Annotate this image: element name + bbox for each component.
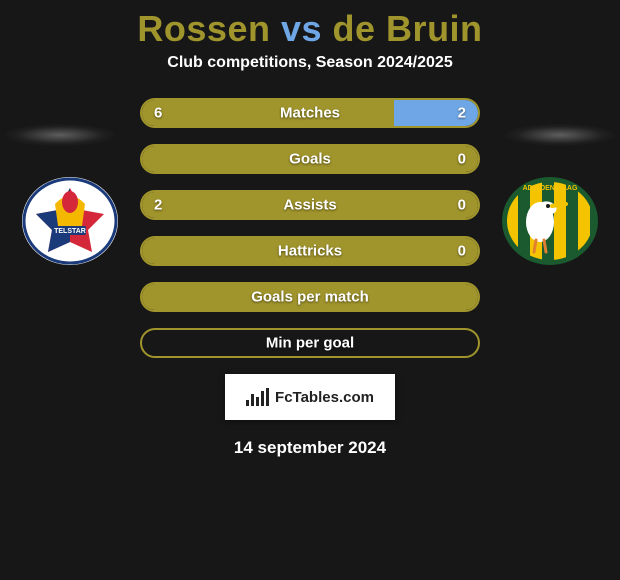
stat-bar-row: Hattricks 0 — [140, 236, 480, 266]
player1-shadow — [5, 124, 115, 146]
ado-den-haag-logo-icon: ADO DEN HAAG — [500, 176, 600, 266]
svg-text:ADO DEN HAAG: ADO DEN HAAG — [523, 185, 578, 192]
stat-bar-left-fill — [142, 100, 394, 126]
stat-bar-label: Matches — [280, 105, 340, 122]
stat-bar-left-value: 6 — [154, 105, 162, 122]
stat-bar-row: Min per goal — [140, 328, 480, 358]
stat-bar-label: Min per goal — [266, 335, 354, 352]
stat-bar-right-value: 0 — [458, 243, 466, 260]
player2-name: de Bruin — [333, 8, 483, 49]
player1-club-logo: TELSTAR — [20, 176, 120, 266]
footer-brand-text: FcTables.com — [275, 389, 374, 406]
subtitle: Club competitions, Season 2024/2025 — [0, 54, 620, 72]
stat-bar-label: Goals — [289, 151, 331, 168]
stat-bar-right-value: 2 — [458, 105, 466, 122]
stat-bar-label: Assists — [283, 197, 336, 214]
stat-bar-right-value: 0 — [458, 151, 466, 168]
telstar-logo-icon: TELSTAR — [20, 176, 120, 266]
stat-bar-row: Goals per match — [140, 282, 480, 312]
stat-bar-right-value: 0 — [458, 197, 466, 214]
date-label: 14 september 2024 — [0, 438, 620, 458]
stat-bar-row: Goals 0 — [140, 144, 480, 174]
stat-bar-label: Goals per match — [251, 289, 369, 306]
svg-text:TELSTAR: TELSTAR — [54, 228, 86, 235]
stat-bar-label: Hattricks — [278, 243, 342, 260]
stats-bars-container: Matches62Goals0Assists20Hattricks0Goals … — [140, 98, 480, 358]
fctables-chart-icon — [246, 388, 269, 406]
vs-text: vs — [281, 8, 322, 49]
player1-name: Rossen — [137, 8, 270, 49]
stat-bar-row: Assists 2 0 — [140, 190, 480, 220]
stat-bar-left-value: 2 — [154, 197, 162, 214]
stat-bar-row: Matches 6 2 — [140, 98, 480, 128]
player2-club-logo: ADO DEN HAAG — [500, 176, 600, 266]
comparison-title: Rossen vs de Bruin — [0, 0, 620, 50]
footer-branding: FcTables.com — [225, 374, 395, 420]
player2-shadow — [505, 124, 615, 146]
